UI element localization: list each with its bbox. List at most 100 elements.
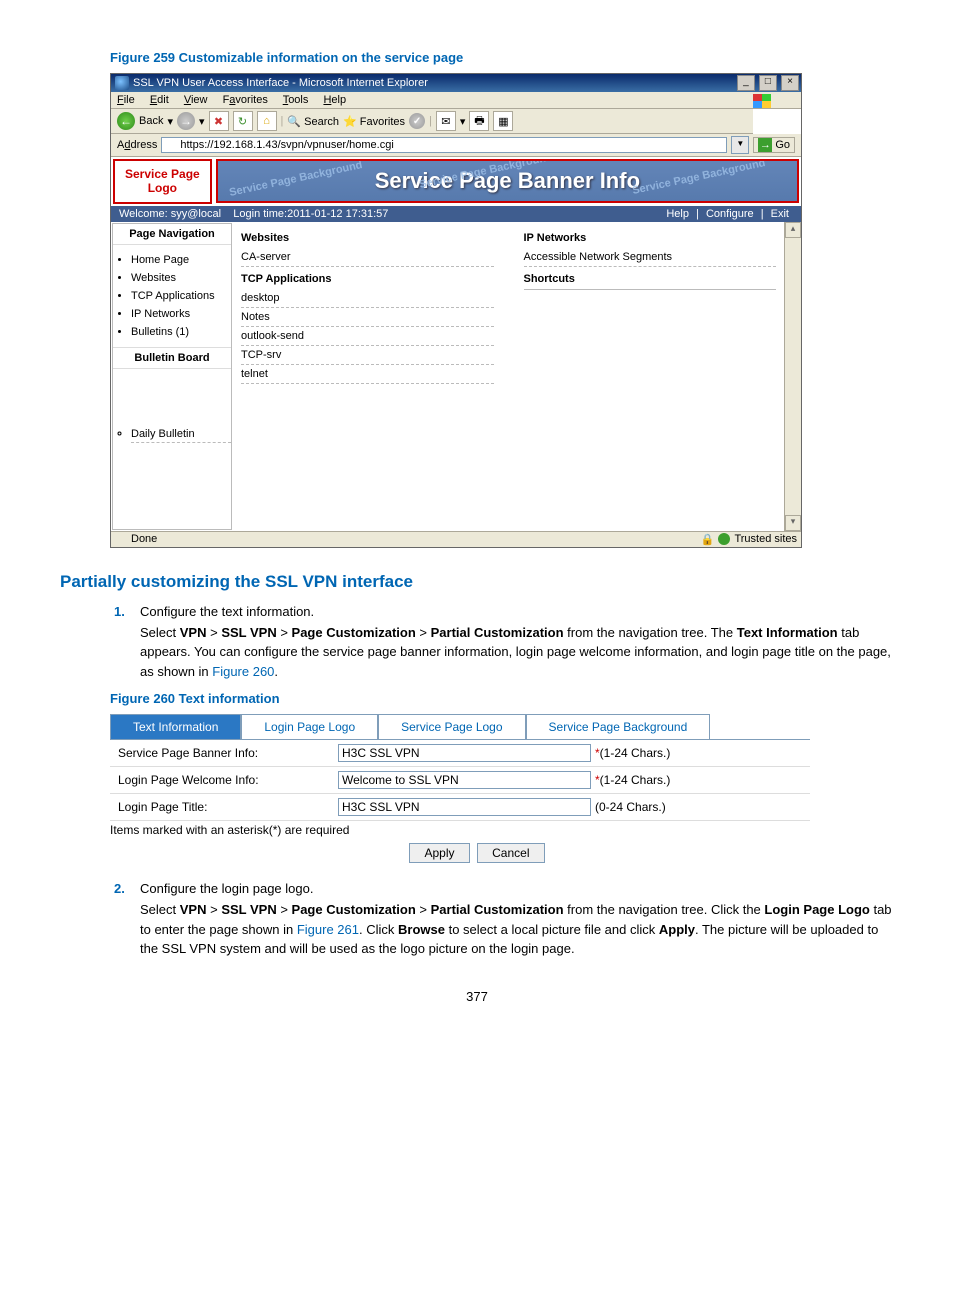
figure-260-link[interactable]: Figure 260 bbox=[212, 664, 274, 679]
menubar[interactable]: File Edit View Favorites Tools Help bbox=[111, 92, 801, 109]
figure-261-link[interactable]: Figure 261 bbox=[297, 922, 359, 937]
nav-bulletins[interactable]: Bulletins (1) bbox=[131, 323, 231, 341]
step-2-body: Select VPN > SSL VPN > Page Customizatio… bbox=[140, 900, 894, 959]
menu-help[interactable]: Help bbox=[323, 94, 346, 106]
tcp-item[interactable]: Notes bbox=[241, 308, 494, 327]
toolbar[interactable]: ← Back ▾ → ▾ ✖ ↻ ⌂ | 🔍 Search ⭐ Favorite… bbox=[111, 109, 753, 134]
bulletin-header: Bulletin Board bbox=[113, 347, 231, 369]
windows-flag-icon bbox=[753, 94, 783, 111]
statusbar: Done 🔒 Trusted sites bbox=[111, 531, 801, 547]
print-button[interactable]: 🖶 bbox=[469, 111, 489, 131]
button-row: Apply Cancel bbox=[60, 843, 894, 863]
text-info-form: Text Information Login Page Logo Service… bbox=[110, 714, 810, 821]
input-welcome[interactable] bbox=[338, 771, 591, 789]
banner-watermark: Service Page Background bbox=[228, 159, 363, 199]
banner-watermark: Service Page Background bbox=[632, 159, 767, 197]
tab-service-bg[interactable]: Service Page Background bbox=[526, 714, 711, 739]
go-label: Go bbox=[775, 139, 790, 151]
mail-button[interactable]: ✉ bbox=[436, 111, 456, 131]
titlebar: SSL VPN User Access Interface - Microsof… bbox=[111, 74, 801, 92]
service-page-logo-box: Service PageLogo bbox=[113, 159, 212, 204]
edit-button[interactable]: ▦ bbox=[493, 111, 513, 131]
step-2-title: Configure the login page logo. bbox=[140, 881, 894, 896]
tcp-item[interactable]: desktop bbox=[241, 289, 494, 308]
menu-favorites[interactable]: Favorites bbox=[223, 94, 268, 106]
menu-view[interactable]: View bbox=[184, 94, 208, 106]
scrollbar[interactable]: ▴ ▾ bbox=[784, 222, 801, 531]
hint-welcome: (1-24 Chars.) bbox=[600, 773, 671, 787]
row-banner-info: Service Page Banner Info: *(1-24 Chars.) bbox=[110, 740, 810, 767]
address-label: Address bbox=[117, 139, 157, 151]
minimize-button[interactable]: _ bbox=[737, 75, 755, 91]
websites-header: Websites bbox=[241, 232, 494, 244]
scroll-down[interactable]: ▾ bbox=[785, 515, 801, 531]
welcome-bar: Welcome: syy@local Login time:2011-01-12… bbox=[111, 206, 801, 222]
page-content: Service PageLogo Service Page Background… bbox=[111, 157, 801, 531]
back-label: Back bbox=[139, 115, 163, 127]
tcp-item[interactable]: outlook-send bbox=[241, 327, 494, 346]
done-icon bbox=[115, 533, 127, 545]
window-buttons[interactable]: _ □ × bbox=[736, 75, 799, 91]
search-button[interactable]: 🔍 Search bbox=[287, 115, 339, 128]
tab-text-info[interactable]: Text Information bbox=[110, 714, 241, 739]
exit-link[interactable]: Exit bbox=[771, 208, 789, 220]
row-title: Login Page Title: (0-24 Chars.) bbox=[110, 794, 810, 821]
address-url: https://192.168.1.43/svpn/vpnuser/home.c… bbox=[180, 139, 393, 151]
address-input[interactable]: https://192.168.1.43/svpn/vpnuser/home.c… bbox=[161, 137, 727, 153]
go-button[interactable]: → Go bbox=[753, 137, 795, 153]
refresh-button[interactable]: ↻ bbox=[233, 111, 253, 131]
lock-icon: 🔒 bbox=[701, 533, 715, 546]
nav-list: Home Page Websites TCP Applications IP N… bbox=[131, 251, 231, 341]
tcp-item[interactable]: telnet bbox=[241, 365, 494, 384]
history-button[interactable]: ✓ bbox=[409, 113, 425, 129]
tcp-item[interactable]: TCP-srv bbox=[241, 346, 494, 365]
nav-ip[interactable]: IP Networks bbox=[131, 305, 231, 323]
nav-websites[interactable]: Websites bbox=[131, 269, 231, 287]
stop-button[interactable]: ✖ bbox=[209, 111, 229, 131]
nav-tcp[interactable]: TCP Applications bbox=[131, 287, 231, 305]
required-note: Items marked with an asterisk(*) are req… bbox=[110, 823, 894, 837]
search-label: Search bbox=[304, 116, 339, 128]
apply-button[interactable]: Apply bbox=[409, 843, 469, 863]
page-icon bbox=[165, 139, 177, 151]
home-button[interactable]: ⌂ bbox=[257, 111, 277, 131]
tab-service-logo[interactable]: Service Page Logo bbox=[378, 714, 525, 739]
shield-icon bbox=[718, 533, 730, 545]
help-link[interactable]: Help bbox=[666, 208, 689, 220]
close-button[interactable]: × bbox=[781, 75, 799, 91]
back-button[interactable]: ← Back ▾ bbox=[117, 112, 173, 130]
step-1-title: Configure the text information. bbox=[140, 604, 894, 619]
address-dropdown[interactable]: ▼ bbox=[731, 136, 749, 154]
nav-header: Page Navigation bbox=[113, 224, 231, 245]
menu-edit[interactable]: Edit bbox=[150, 94, 169, 106]
step-1-body: Select VPN > SSL VPN > Page Customizatio… bbox=[140, 623, 894, 682]
figure-260-caption: Figure 260 Text information bbox=[110, 691, 894, 706]
resource-area: Websites CA-server TCP Applications desk… bbox=[233, 222, 784, 531]
titlebar-text: SSL VPN User Access Interface - Microsof… bbox=[133, 77, 428, 89]
input-title[interactable] bbox=[338, 798, 591, 816]
configure-link[interactable]: Configure bbox=[706, 208, 754, 220]
bulletin-daily[interactable]: Daily Bulletin bbox=[131, 425, 231, 443]
section-heading: Partially customizing the SSL VPN interf… bbox=[60, 572, 894, 592]
page-number: 377 bbox=[60, 989, 894, 1004]
step-1-number: 1. bbox=[114, 604, 140, 619]
tab-login-logo[interactable]: Login Page Logo bbox=[241, 714, 378, 739]
cancel-button[interactable]: Cancel bbox=[477, 843, 544, 863]
maximize-button[interactable]: □ bbox=[759, 75, 777, 91]
forward-button[interactable]: → bbox=[177, 112, 195, 130]
nav-home[interactable]: Home Page bbox=[131, 251, 231, 269]
scroll-up[interactable]: ▴ bbox=[785, 222, 801, 238]
menu-file[interactable]: File bbox=[117, 94, 135, 106]
ie-icon bbox=[115, 76, 129, 90]
sidebar: Page Navigation Home Page Websites TCP A… bbox=[112, 223, 232, 530]
favorites-button[interactable]: ⭐ Favorites bbox=[343, 115, 405, 128]
shortcuts-header: Shortcuts bbox=[524, 273, 777, 290]
website-item[interactable]: CA-server bbox=[241, 248, 494, 267]
hint-title: (0-24 Chars.) bbox=[595, 800, 666, 814]
ipnet-item[interactable]: Accessible Network Segments bbox=[524, 248, 777, 267]
menu-tools[interactable]: Tools bbox=[283, 94, 309, 106]
go-icon: → bbox=[758, 138, 772, 152]
input-banner[interactable] bbox=[338, 744, 591, 762]
bulletin-list: Daily Bulletin bbox=[131, 425, 231, 443]
step-2-number: 2. bbox=[114, 881, 140, 896]
